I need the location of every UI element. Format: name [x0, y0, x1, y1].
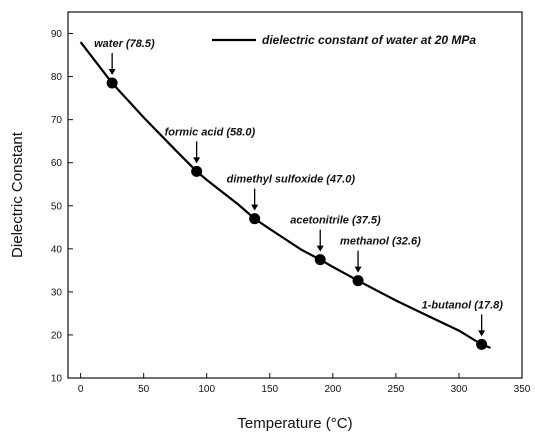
data-markers: water (78.5) formic acid (58.0) dimethyl s…	[94, 38, 503, 350]
arrow-head	[316, 245, 324, 252]
arrow-head	[354, 266, 362, 273]
y-tick-label: 30	[51, 287, 63, 298]
series-line	[79, 41, 491, 349]
x-tick-label: 300	[451, 384, 468, 395]
x-tick-label: 50	[138, 384, 150, 395]
arrow-head	[193, 157, 201, 164]
point-label: dimethyl sulfoxide (47.0)	[227, 174, 356, 186]
data-point	[476, 338, 488, 350]
x-tick-label: 150	[261, 384, 278, 395]
y-tick-label: 90	[51, 29, 63, 40]
arrow-head	[251, 204, 259, 211]
plot-frame	[67, 11, 523, 379]
point-label: methanol (32.6)	[340, 236, 421, 248]
y-axis-label: Dielectric Constant	[9, 131, 26, 258]
x-tick-label: 100	[198, 384, 215, 395]
y-tick-label: 50	[51, 201, 63, 212]
point-label: 1-butanol (17.8)	[422, 299, 504, 311]
point-label: water (78.5)	[94, 38, 155, 50]
axis-ticks: 0 50 100 150 200 250 300 350 10 20 30 40 50 60 70 80 90	[51, 29, 531, 395]
legend: dielectric constant of water at 20 MPa	[212, 33, 476, 47]
x-tick-label: 250	[388, 384, 405, 395]
data-point	[191, 165, 203, 177]
x-tick-label: 200	[324, 384, 341, 395]
y-tick-label: 10	[51, 374, 63, 385]
arrow-head	[478, 330, 486, 337]
x-tick-label: 350	[514, 384, 531, 395]
x-axis-label: Temperature (°C)	[237, 415, 352, 432]
arrow-head	[108, 69, 116, 76]
y-tick-label: 40	[51, 244, 63, 255]
y-tick-label: 20	[51, 330, 63, 341]
data-point	[249, 213, 261, 225]
data-point	[106, 77, 118, 89]
point-label: acetonitrile (37.5)	[290, 215, 381, 227]
y-tick-label: 70	[51, 115, 63, 126]
y-tick-label: 80	[51, 72, 63, 83]
point-label: formic acid (58.0)	[165, 126, 256, 138]
x-tick-label: 0	[78, 384, 84, 395]
data-point	[352, 275, 364, 287]
y-tick-label: 60	[51, 158, 63, 169]
data-point	[314, 254, 326, 266]
legend-label: dielectric constant of water at 20 MPa	[262, 33, 476, 47]
